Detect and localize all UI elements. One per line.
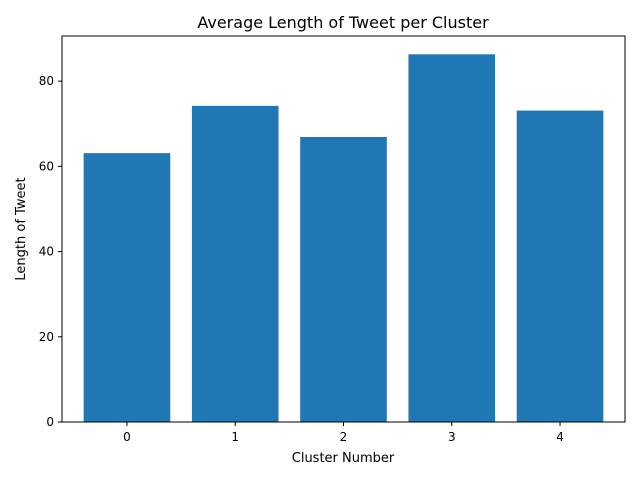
x-axis-label: Cluster Number (292, 451, 395, 466)
bar-cluster-1 (191, 105, 279, 423)
y-tick-label-80: 80 (39, 74, 54, 88)
x-tick-label-2: 2 (340, 430, 348, 444)
y-tick-label-20: 20 (39, 330, 54, 344)
y-tick-label-0: 0 (46, 415, 54, 429)
x-tick-label-3: 3 (448, 430, 456, 444)
chart-title: Average Length of Tweet per Cluster (197, 13, 489, 32)
y-tick-label-60: 60 (39, 159, 54, 173)
bars-layer (83, 54, 604, 423)
bar-cluster-4 (516, 110, 604, 422)
bar-cluster-0 (83, 153, 171, 422)
x-tick-label-1: 1 (231, 430, 239, 444)
bar-cluster-3 (408, 54, 496, 422)
x-tick-label-0: 0 (123, 430, 131, 444)
y-axis-label: Length of Tweet (14, 177, 29, 280)
bar-cluster-2 (300, 136, 387, 422)
x-tick-label-4: 4 (556, 430, 564, 444)
y-tick-label-40: 40 (39, 245, 54, 259)
